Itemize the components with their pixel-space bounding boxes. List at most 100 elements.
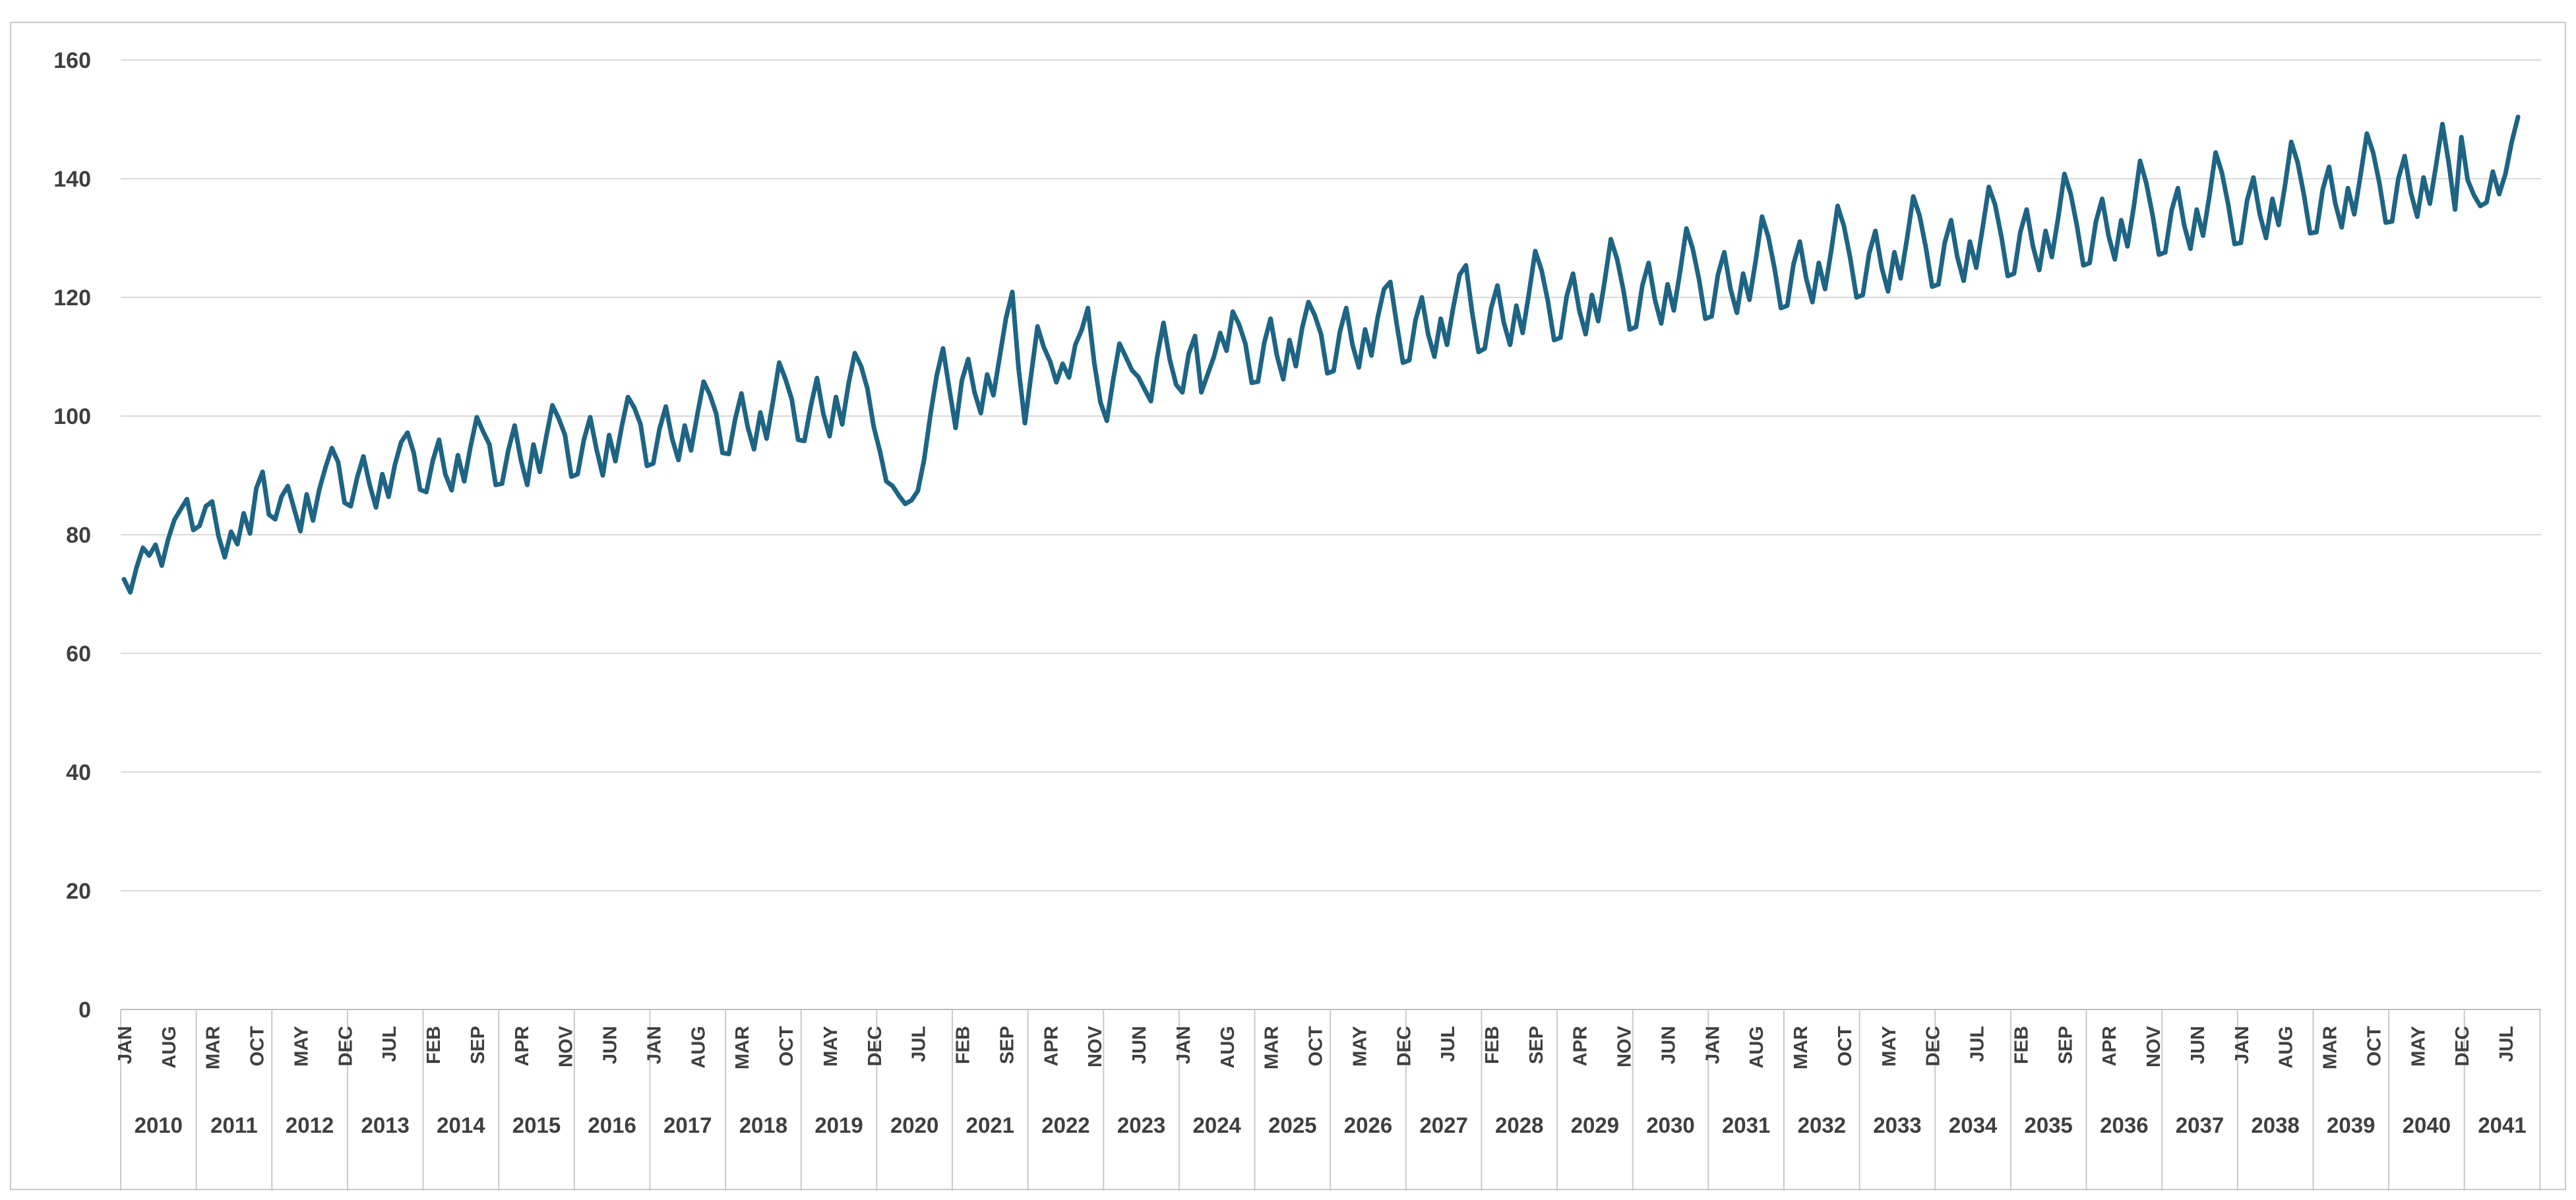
month-tick-label: AUG [1217,1026,1239,1068]
month-tick-label: AUG [159,1026,180,1068]
month-tick-label: MAY [1349,1026,1370,1067]
y-tick-label: 20 [66,879,91,904]
year-tick-label: 2035 [2025,1113,2073,1137]
month-tick-label: MAR [1791,1026,1812,1069]
year-tick-label: 2015 [512,1113,561,1137]
year-tick-label: 2011 [210,1113,258,1137]
month-tick-label: NOV [1614,1025,1636,1067]
month-tick-label: MAY [1879,1026,1900,1067]
month-tick-label: JUN [1129,1026,1150,1064]
y-tick-label: 80 [66,523,91,548]
y-axis-labels: 0 20 40 60 80 100 120 140 160 [53,48,91,1023]
month-tick-label: JAN [1173,1026,1194,1064]
month-tick-label: AUG [688,1026,709,1068]
year-tick-label: 2022 [1041,1113,1089,1137]
year-tick-label: 2029 [1571,1113,1619,1137]
month-tick-label: NOV [2143,1025,2164,1067]
year-tick-label: 2030 [1646,1113,1694,1137]
year-tick-label: 2037 [2176,1113,2224,1137]
month-tick-label: MAR [732,1026,753,1069]
month-tick-label: DEC [2452,1026,2473,1066]
year-tick-label: 2010 [135,1113,183,1137]
y-tick-label: 60 [66,642,91,667]
month-tick-label: JUL [1967,1026,1988,1062]
y-tick-label: 100 [53,404,91,429]
year-tick-label: 2038 [2251,1113,2299,1137]
month-tick-label: OCT [776,1026,797,1067]
month-tick-label: JUL [909,1026,930,1062]
month-tick-label: MAY [820,1026,842,1067]
year-tick-label: 2016 [588,1113,636,1137]
month-tick-label: JAN [2232,1026,2253,1064]
month-tick-label: NOV [1085,1025,1106,1067]
year-tick-label: 2021 [966,1113,1014,1137]
month-tick-label: SEP [468,1026,489,1064]
year-tick-label: 2012 [286,1113,334,1137]
month-tick-label: MAY [2408,1026,2429,1067]
month-tick-label: DEC [865,1026,886,1066]
month-tick-label: APR [2099,1026,2120,1066]
month-tick-label: SEP [2055,1026,2076,1064]
year-tick-label: 2020 [890,1113,938,1137]
y-tick-label: 40 [66,760,91,785]
month-tick-label: MAR [2320,1026,2341,1069]
year-tick-label: 2028 [1495,1113,1543,1137]
month-tick-label: SEP [997,1026,1018,1064]
month-tick-label: DEC [1923,1026,1944,1066]
year-tick-label: 2032 [1798,1113,1846,1137]
y-tick-label: 160 [53,48,91,73]
month-tick-label: APR [1041,1026,1062,1066]
year-tick-label: 2026 [1344,1113,1392,1137]
month-tick-label: MAR [203,1026,224,1069]
year-tick-label: 2041 [2478,1113,2526,1137]
x-axis-month-labels: JAN AUG MAR OCT MAY DEC JUL FEB SEP APR NOV JUN JAN A… [115,1025,2517,1069]
year-tick-label: 2036 [2100,1113,2148,1137]
year-tick-label: 2014 [437,1113,485,1137]
year-tick-label: 2025 [1268,1113,1316,1137]
month-tick-label: APR [512,1026,533,1066]
month-tick-label: OCT [1835,1026,1856,1067]
month-tick-label: SEP [1526,1026,1547,1064]
year-tick-label: 2040 [2403,1113,2451,1137]
month-tick-label: FEB [1482,1026,1503,1064]
y-tick-label: 120 [53,285,91,311]
month-tick-label: JUN [2188,1026,2209,1064]
year-tick-label: 2018 [739,1113,787,1137]
month-tick-label: OCT [1306,1026,1327,1067]
month-tick-label: NOV [556,1025,577,1067]
month-tick-label: JAN [644,1026,665,1064]
chart-border [10,22,2566,1190]
month-tick-label: JUL [2496,1026,2517,1062]
y-tick-label: 0 [78,998,91,1023]
month-tick-label: APR [1570,1026,1591,1066]
month-tick-label: FEB [953,1026,974,1064]
data-series-line [121,114,2521,595]
month-tick-label: JUL [1438,1026,1459,1062]
year-tick-label: 2039 [2327,1113,2375,1137]
month-tick-label: MAR [1262,1026,1283,1069]
month-tick-label: MAY [291,1026,312,1067]
month-tick-label: FEB [2011,1026,2032,1064]
year-tick-label: 2017 [663,1113,712,1137]
month-tick-label: AUG [2276,1026,2297,1068]
month-tick-label: OCT [247,1026,268,1067]
x-axis-year-labels: 2010 2011 2012 2013 2014 2015 2016 2017 2018 2019… [135,1113,2527,1137]
year-tick-label: 2023 [1117,1113,1165,1137]
month-tick-label: JAN [1702,1026,1723,1064]
month-tick-label: AUG [1746,1026,1767,1068]
year-tick-label: 2033 [1873,1113,1921,1137]
month-tick-label: OCT [2364,1026,2385,1067]
year-tick-label: 2034 [1949,1113,1998,1137]
month-tick-label: JUN [600,1026,621,1064]
year-tick-label: 2031 [1722,1113,1770,1137]
y-tick-label: 140 [53,167,91,192]
month-tick-label: FEB [423,1026,445,1064]
x-axis-year-separators [120,1009,2541,1191]
year-tick-label: 2013 [361,1113,410,1137]
month-tick-label: JUN [1658,1026,1679,1064]
month-tick-label: JUL [379,1026,400,1062]
month-tick-label: DEC [1394,1026,1415,1066]
year-tick-label: 2019 [814,1113,863,1137]
